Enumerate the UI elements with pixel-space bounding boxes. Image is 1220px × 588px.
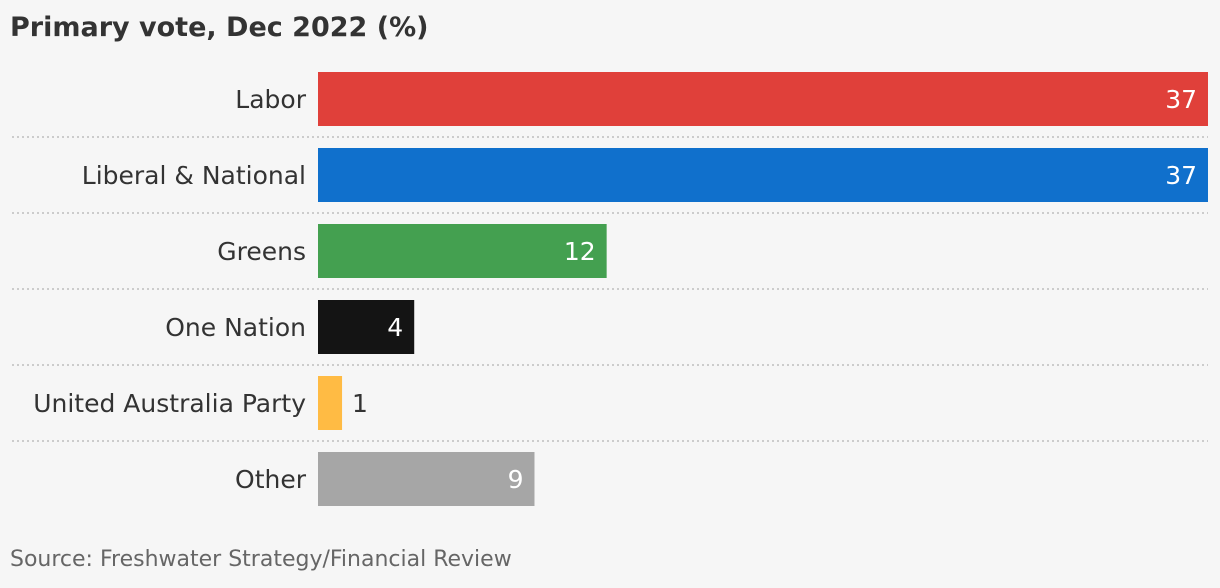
bars-group	[318, 72, 1208, 506]
row-separators	[12, 136, 1208, 442]
category-label-united-australia-party: United Australia Party	[33, 389, 306, 418]
bar-labor	[318, 72, 1208, 126]
value-label-labor: 37	[1165, 85, 1197, 114]
value-label-one-nation: 4	[387, 313, 403, 342]
chart-title: Primary vote, Dec 2022 (%)	[10, 12, 429, 43]
category-label-greens: Greens	[217, 237, 306, 266]
bar-other	[318, 452, 535, 506]
value-label-greens: 12	[564, 237, 596, 266]
value-label-other: 9	[508, 465, 524, 494]
bar-greens	[318, 224, 607, 278]
value-labels: 37 37 12 4 1 9	[352, 85, 1197, 494]
value-label-liberal-and-national: 37	[1165, 161, 1197, 190]
category-label-labor: Labor	[235, 85, 306, 114]
bar-united-australia-party	[318, 376, 343, 430]
category-label-liberal-and-national: Liberal & National	[82, 161, 306, 190]
bar-liberal-and-national	[318, 148, 1208, 202]
value-label-united-australia-party: 1	[352, 389, 368, 418]
category-label-one-nation: One Nation	[165, 313, 306, 342]
source-note: Source: Freshwater Strategy/Financial Re…	[10, 547, 512, 572]
bar-one-nation	[318, 300, 415, 354]
category-labels: Labor Liberal & National Greens One Nation U…	[33, 85, 307, 494]
category-label-other: Other	[235, 465, 307, 494]
